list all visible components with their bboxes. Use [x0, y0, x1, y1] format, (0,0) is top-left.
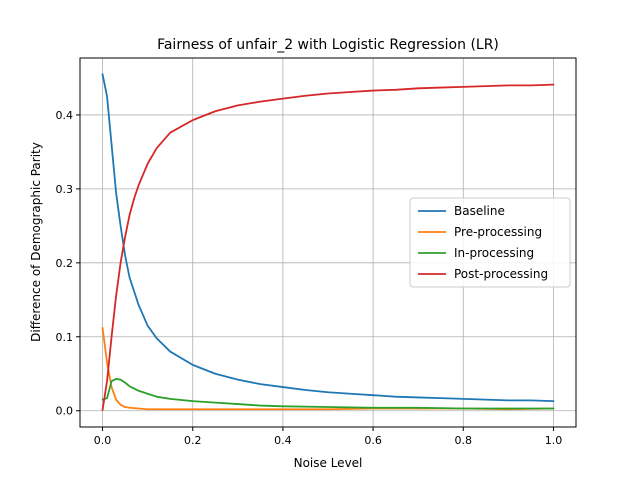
grid — [80, 58, 576, 427]
series-line-post-processing — [101, 83, 555, 411]
legend-box — [409, 197, 571, 288]
series-lines — [101, 73, 555, 411]
y-tick-label: 0.4 — [56, 109, 74, 122]
legend-label: Post-processing — [454, 267, 548, 281]
y-tick-label: 0.1 — [56, 331, 74, 344]
x-tick-label: 0.2 — [184, 434, 202, 447]
x-tick-label: 0.0 — [94, 434, 112, 447]
series-line-baseline — [101, 73, 555, 403]
y-tick-label: 0.3 — [56, 183, 74, 196]
legend: Baseline Pre-processing In-processing Post-… — [409, 197, 571, 288]
plot-frame — [79, 57, 577, 428]
y-axis-label: Difference of Demographic Parity — [29, 142, 43, 342]
legend-label: Pre-processing — [454, 225, 542, 239]
y-tick-label: 0.0 — [56, 405, 74, 418]
series-line-in-processing — [101, 378, 555, 410]
chart-title: Fairness of unfair_2 with Logistic Regre… — [157, 37, 499, 53]
legend-label: Baseline — [454, 204, 505, 218]
y-tick-label: 0.2 — [56, 257, 74, 270]
x-tick-label: 1.0 — [545, 434, 563, 447]
axis-ticks: 0.0 0.2 0.4 0.6 0.8 1.0 0.0 0.1 0.2 0.3 0.4 — [56, 109, 563, 447]
x-tick-label: 0.4 — [274, 434, 292, 447]
x-axis-label: Noise Level — [294, 456, 363, 470]
x-tick-label: 0.8 — [455, 434, 473, 447]
x-tick-label: 0.6 — [364, 434, 382, 447]
legend-label: In-processing — [454, 246, 534, 260]
